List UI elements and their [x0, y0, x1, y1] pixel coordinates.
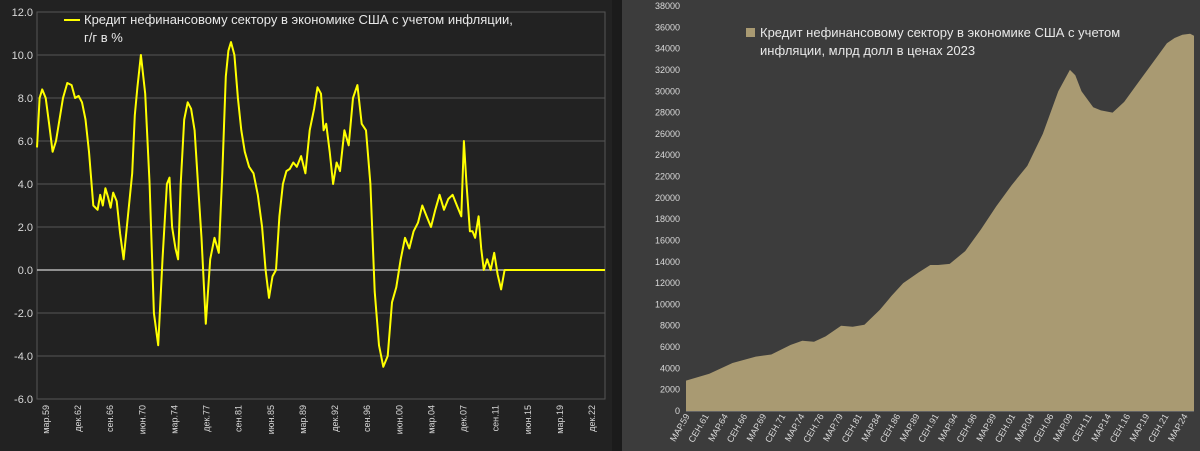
y-tick-label: -6.0 — [14, 394, 33, 406]
x-tick-label: дек.07 — [459, 405, 469, 432]
x-tick-label: мар.74 — [169, 405, 179, 434]
legend-line-2: г/г в % — [84, 30, 123, 45]
x-tick-label: сен.66 — [105, 405, 115, 432]
x-axis-ticks: мар.59 дек.62 сен.66 июн.70 мар.74 дек.77 сен.… — [41, 405, 597, 434]
y-tick-label: 4000 — [660, 363, 680, 373]
series-group — [686, 33, 1194, 411]
y-tick-label: 4.0 — [18, 179, 33, 191]
x-tick-label: июн.70 — [137, 405, 147, 434]
y-tick-label: 8.0 — [18, 93, 33, 105]
y-tick-label: 38000 — [655, 1, 680, 11]
x-tick-label: мар.89 — [298, 405, 308, 434]
y-tick-label: 36000 — [655, 22, 680, 32]
y-tick-label: 20000 — [655, 193, 680, 203]
legend: Кредит нефинансовому сектору в экономике… — [746, 25, 1120, 58]
y-tick-label: 32000 — [655, 65, 680, 75]
y-tick-label: 16000 — [655, 235, 680, 245]
y-tick-label: 10000 — [655, 299, 680, 309]
legend-line-1: Кредит нефинансовому сектору в экономике… — [84, 12, 513, 27]
y-tick-label: 2000 — [660, 385, 680, 395]
y-tick-label: 12000 — [655, 278, 680, 288]
x-tick-label: мар.59 — [41, 405, 51, 434]
x-tick-label: дек.22 — [587, 405, 597, 432]
x-tick-label: дек.92 — [330, 405, 340, 432]
x-tick-label: сен.96 — [362, 405, 372, 432]
series-group — [36, 41, 605, 368]
y-tick-label: -2.0 — [14, 308, 33, 320]
y-tick-label: 18000 — [655, 214, 680, 224]
y-tick-label: 6.0 — [18, 136, 33, 148]
legend-line-2: инфляции, млрд долл в ценах 2023 — [760, 43, 975, 58]
x-tick-label: сен.11 — [491, 405, 501, 431]
legend: Кредит нефинансовому сектору в экономике… — [64, 12, 513, 45]
y-tick-label: 14000 — [655, 257, 680, 267]
series-area — [686, 33, 1194, 411]
credit-level-area-chart: 38000 36000 34000 32000 30000 28000 26000 24000… — [655, 1, 1194, 444]
y-tick-label: 0.0 — [18, 265, 33, 277]
y-axis-ticks: 38000 36000 34000 32000 30000 28000 26000 24000… — [655, 1, 680, 416]
x-tick-label: сен.81 — [234, 405, 244, 432]
credit-growth-line-chart: 12.0 10.0 8.0 6.0 4.0 2.0 0.0 -2.0 -4.0 -6.0 мар.… — [12, 7, 606, 434]
y-tick-label: 10.0 — [12, 50, 33, 62]
x-tick-label: мар.04 — [426, 405, 436, 434]
y-tick-label: 26000 — [655, 129, 680, 139]
y-tick-label: 34000 — [655, 44, 680, 54]
x-tick-label: мар.19 — [555, 405, 565, 434]
inflation-growth-chart-panel: 12.0 10.0 8.0 6.0 4.0 2.0 0.0 -2.0 -4.0 -6.0 мар.… — [11, 7, 606, 435]
x-tick-label: дек.62 — [73, 405, 83, 432]
y-tick-label: 6000 — [660, 342, 680, 352]
x-tick-label: июн.15 — [523, 405, 533, 434]
x-tick-label: июн.85 — [266, 405, 276, 434]
y-tick-label: 12.0 — [12, 7, 33, 19]
plot-area-frame — [36, 11, 606, 400]
real-credit-level-chart-panel: 38000 36000 34000 32000 30000 28000 26000 24000… — [622, 0, 1200, 451]
y-tick-label: -4.0 — [14, 351, 33, 363]
y-tick-label: 24000 — [655, 150, 680, 160]
y-tick-label: 22000 — [655, 172, 680, 182]
y-tick-label: 28000 — [655, 108, 680, 118]
x-axis-ticks: МАР.59СЕН.61МАР.64СЕН.66МАР.69СЕН.71МАР.… — [668, 410, 1194, 444]
y-tick-label: 0 — [675, 406, 680, 416]
y-tick-label: 30000 — [655, 86, 680, 96]
series-line — [36, 41, 605, 368]
y-axis-ticks: 12.0 10.0 8.0 6.0 4.0 2.0 0.0 -2.0 -4.0 -6.0 — [12, 7, 33, 406]
x-tick-label: июн.00 — [394, 405, 404, 434]
legend-line-1: Кредит нефинансовому сектору в экономике… — [760, 25, 1120, 40]
grid-lines — [36, 11, 606, 400]
legend-swatch — [746, 28, 755, 37]
y-tick-label: 8000 — [660, 321, 680, 331]
y-tick-label: 2.0 — [18, 222, 33, 234]
x-tick-label: дек.77 — [202, 405, 212, 432]
